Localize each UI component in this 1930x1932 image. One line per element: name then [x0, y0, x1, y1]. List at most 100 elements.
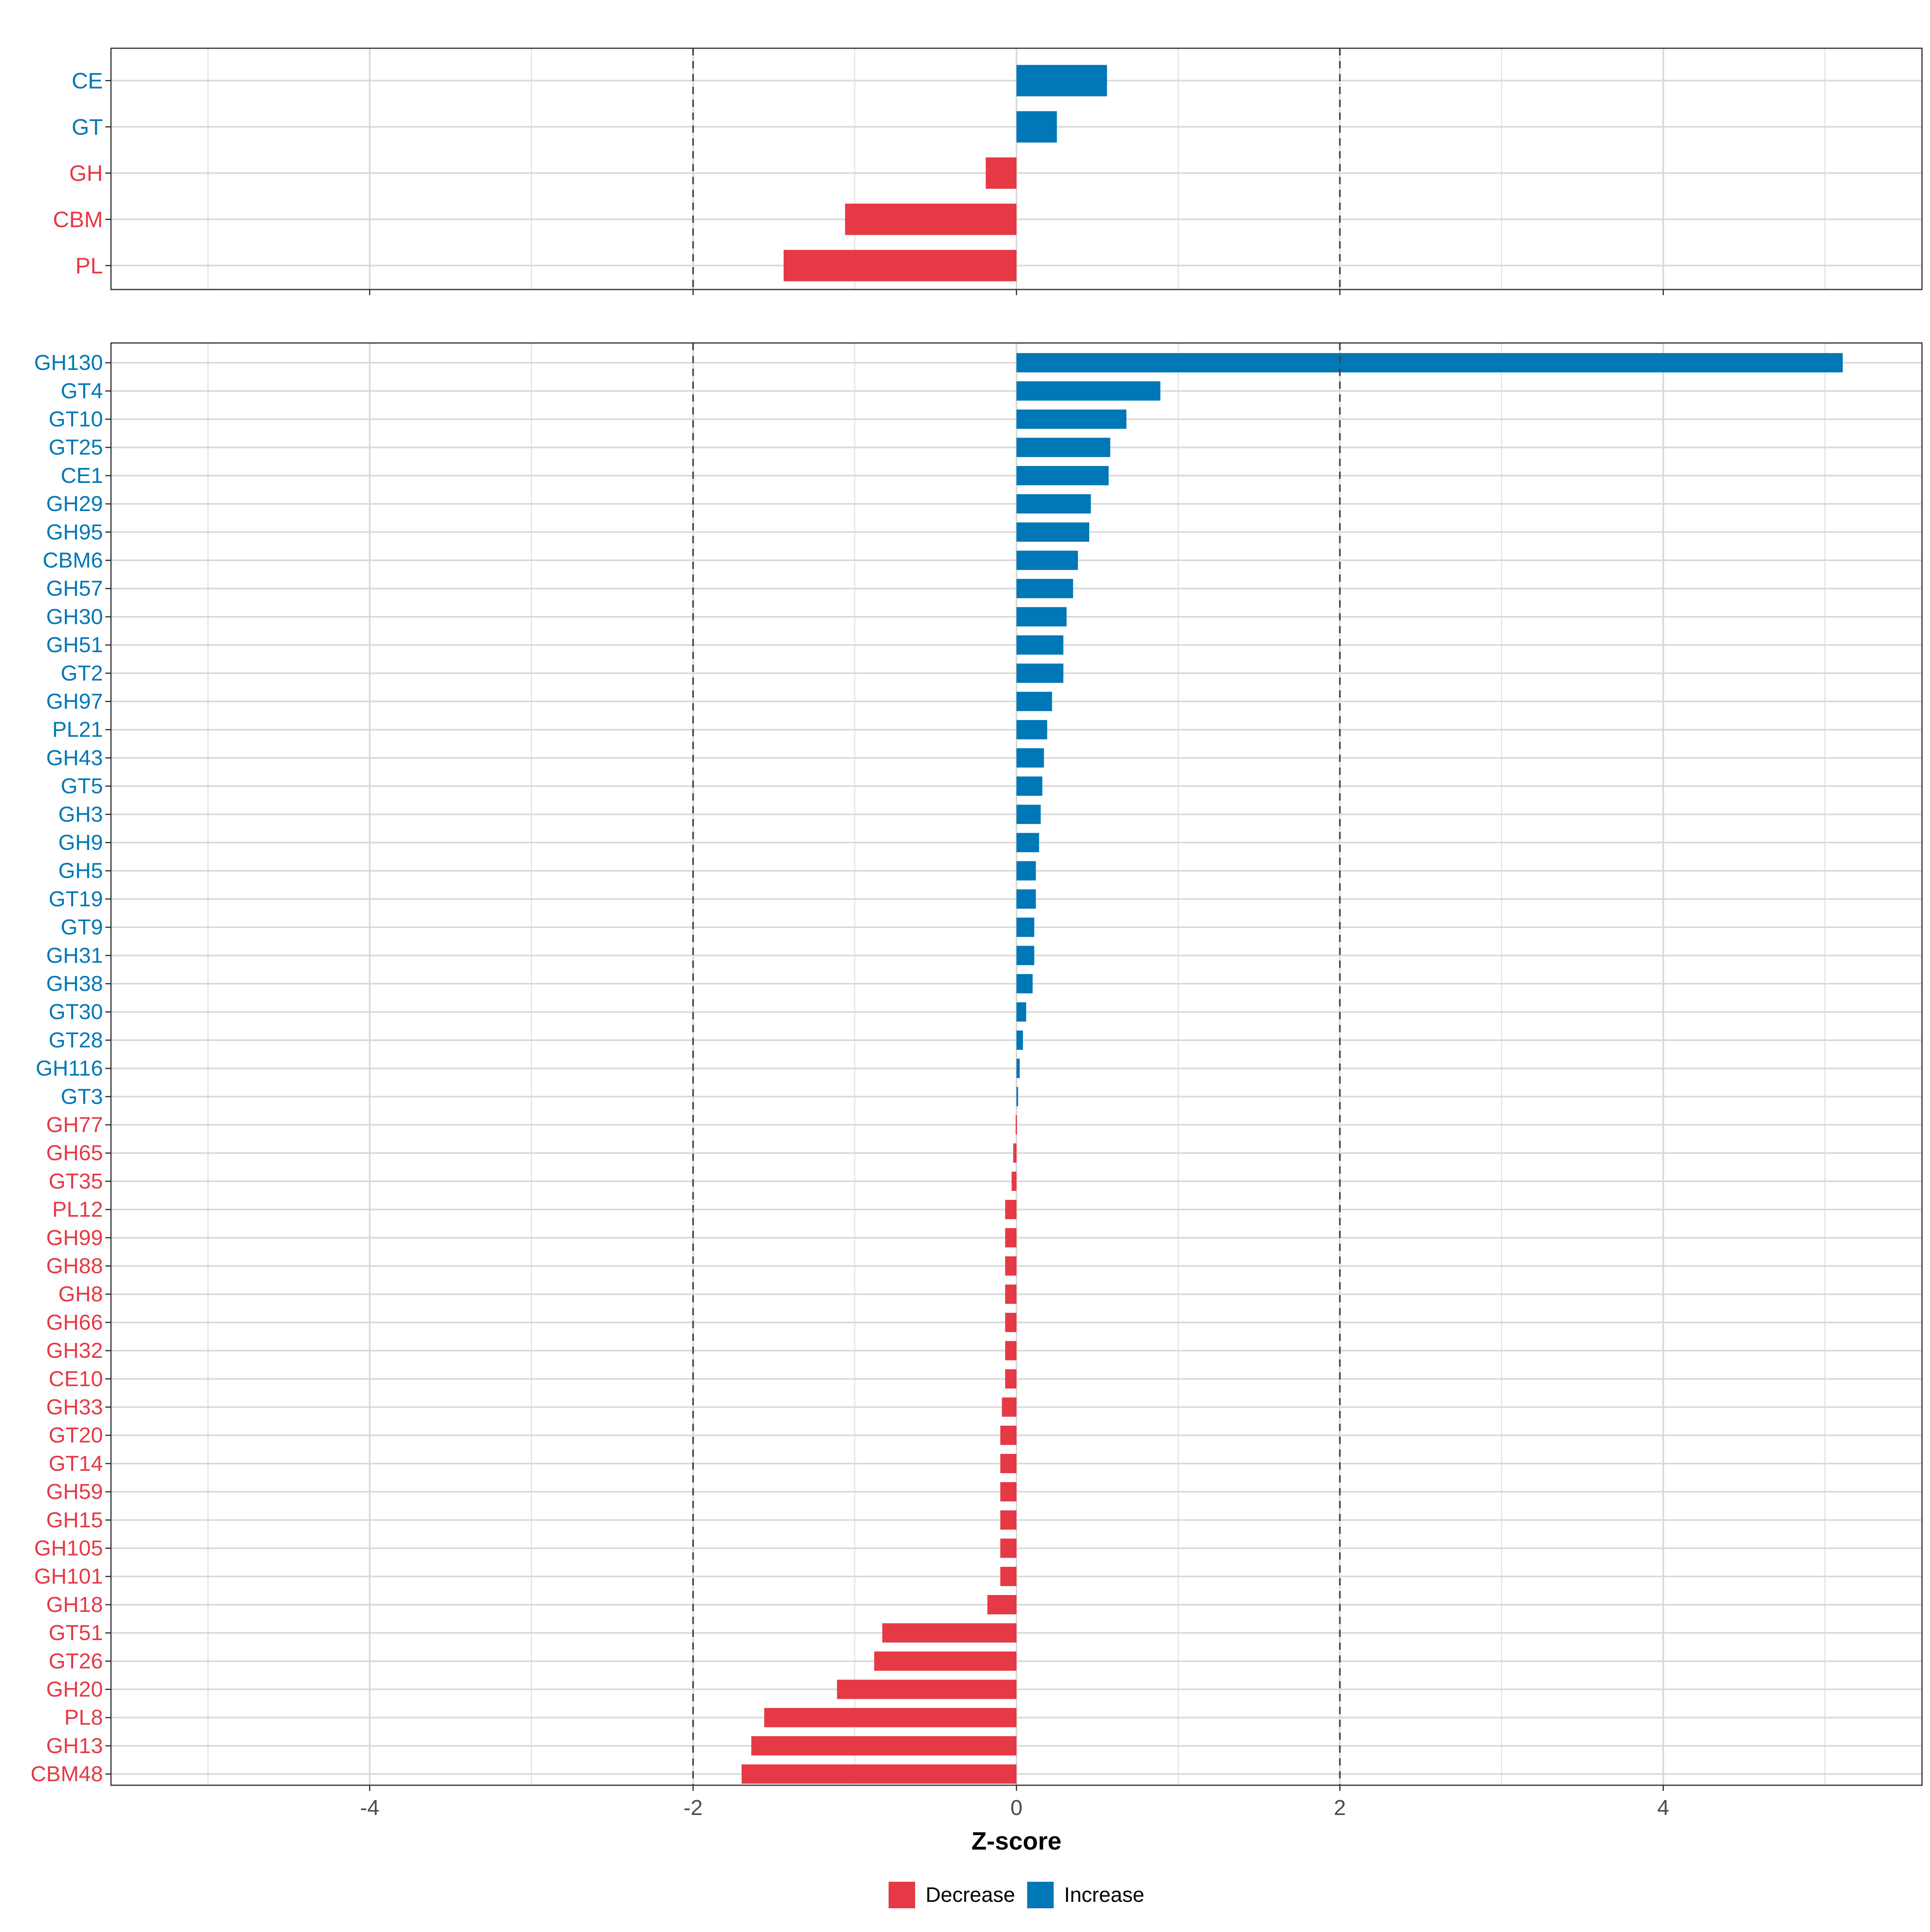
bar-pl: [783, 250, 1016, 281]
bar-gh99: [1005, 1228, 1016, 1248]
bar-gt51: [882, 1623, 1016, 1643]
bar-ce1: [1016, 466, 1109, 485]
bar-gt28: [1016, 1030, 1023, 1050]
y-tick-label: GH59: [46, 1480, 103, 1504]
y-tick-label: GH15: [46, 1508, 103, 1532]
y-tick-label: GT: [72, 114, 103, 140]
y-tick-label: GH32: [46, 1339, 103, 1363]
y-tick-label: GT19: [49, 887, 103, 911]
bar-gh3: [1016, 805, 1041, 824]
bar-gt2: [1016, 663, 1064, 683]
bar-gh13: [751, 1736, 1016, 1755]
y-tick-label: PL21: [52, 718, 103, 742]
y-tick-label: GH97: [46, 690, 103, 714]
y-tick-label: GH9: [58, 831, 103, 855]
y-tick-label: GT25: [49, 435, 103, 460]
bar-gh43: [1016, 748, 1044, 768]
y-tick-label: GH77: [46, 1113, 103, 1137]
y-tick-label: PL: [76, 253, 103, 278]
bar-cbm48: [741, 1764, 1016, 1784]
bar-cbm: [845, 203, 1016, 235]
bar-gt25: [1016, 437, 1111, 457]
bar-gh18: [987, 1595, 1016, 1614]
bar-gh57: [1016, 579, 1073, 598]
bar-gt14: [1000, 1454, 1016, 1473]
y-tick-label: GH29: [46, 492, 103, 516]
bar-gh33: [1002, 1397, 1016, 1417]
bar-gh77: [1015, 1115, 1017, 1135]
x-tick-label: 2: [1334, 1796, 1346, 1820]
bar-gh97: [1016, 692, 1052, 711]
y-tick-label: GT30: [49, 1000, 103, 1024]
y-tick-label: GT3: [61, 1084, 103, 1109]
y-tick-label: GH65: [46, 1141, 103, 1165]
y-tick-label: GH51: [46, 633, 103, 657]
y-tick-label: CBM6: [43, 548, 103, 573]
bar-gh29: [1016, 494, 1091, 514]
legend-label-increase: Increase: [1064, 1883, 1144, 1907]
x-tick-label: -4: [360, 1796, 379, 1820]
y-tick-label: GT2: [61, 661, 103, 685]
y-tick-label: GH8: [58, 1282, 103, 1306]
legend-key-decrease: [888, 1882, 915, 1908]
bar-ce10: [1005, 1369, 1016, 1389]
bar-gh66: [1005, 1312, 1016, 1332]
bar-gt35: [1011, 1171, 1016, 1191]
bar-gh32: [1005, 1341, 1016, 1361]
bottom-panel: GH130GT4GT10GT25CE1GH29GH95CBM6GH57GH30G…: [31, 342, 1923, 1820]
bar-gh20: [837, 1679, 1016, 1699]
y-tick-label: CBM48: [31, 1762, 103, 1786]
bar-cbm6: [1016, 550, 1078, 570]
y-tick-label: GT9: [61, 915, 103, 939]
bar-gh30: [1016, 607, 1067, 626]
y-tick-label: GH101: [34, 1564, 103, 1589]
y-tick-label: GT4: [61, 379, 103, 403]
y-tick-label: GT14: [49, 1452, 103, 1476]
bar-gh9: [1016, 833, 1039, 852]
y-tick-label: CE10: [49, 1367, 103, 1391]
bar-gt9: [1016, 918, 1035, 937]
bar-gt: [1016, 111, 1057, 143]
bar-pl21: [1016, 720, 1047, 739]
legend-label-decrease: Decrease: [926, 1883, 1015, 1907]
bar-gt30: [1016, 1002, 1027, 1022]
y-tick-label: CBM: [53, 207, 103, 232]
top-panel: CE GT GH CBM PL: [53, 47, 1923, 295]
bar-ce: [1016, 65, 1107, 96]
y-tick-label: GT26: [49, 1649, 103, 1673]
y-tick-label: GH43: [46, 746, 103, 770]
bar-gt10: [1016, 409, 1127, 429]
bar-gt26: [874, 1651, 1016, 1671]
y-tick-label: GT35: [49, 1169, 103, 1193]
bar-gh51: [1016, 635, 1064, 655]
y-tick-label: CE: [72, 68, 103, 93]
y-tick-label: GT51: [49, 1621, 103, 1645]
bar-gh8: [1005, 1284, 1016, 1304]
y-tick-label: CE1: [61, 464, 103, 488]
bar-gh31: [1016, 946, 1035, 965]
y-tick-label: PL12: [52, 1197, 103, 1222]
y-tick-label: GH66: [46, 1310, 103, 1335]
y-tick-label: GH105: [34, 1536, 103, 1560]
bar-gh95: [1016, 522, 1089, 542]
y-tick-label: PL8: [64, 1706, 103, 1730]
y-tick-label: GH57: [46, 577, 103, 601]
bar-pl8: [764, 1708, 1016, 1727]
y-tick-label: GH5: [58, 859, 103, 883]
bar-gh101: [1000, 1567, 1016, 1586]
x-tick-label: -2: [684, 1796, 703, 1820]
bar-gh59: [1000, 1482, 1016, 1502]
x-tick-label: 0: [1010, 1796, 1022, 1820]
y-tick-label: GT28: [49, 1028, 103, 1052]
bar-gh65: [1013, 1143, 1016, 1163]
bar-gt20: [1000, 1425, 1016, 1445]
y-tick-label: GH3: [58, 802, 103, 826]
y-tick-label: GH: [69, 160, 103, 186]
y-tick-label: GH38: [46, 972, 103, 996]
y-tick-label: GH18: [46, 1593, 103, 1617]
bar-gh116: [1016, 1059, 1020, 1078]
y-tick-label: GT10: [49, 407, 103, 431]
x-tick-label: 4: [1657, 1796, 1669, 1820]
y-tick-label: GH95: [46, 520, 103, 544]
